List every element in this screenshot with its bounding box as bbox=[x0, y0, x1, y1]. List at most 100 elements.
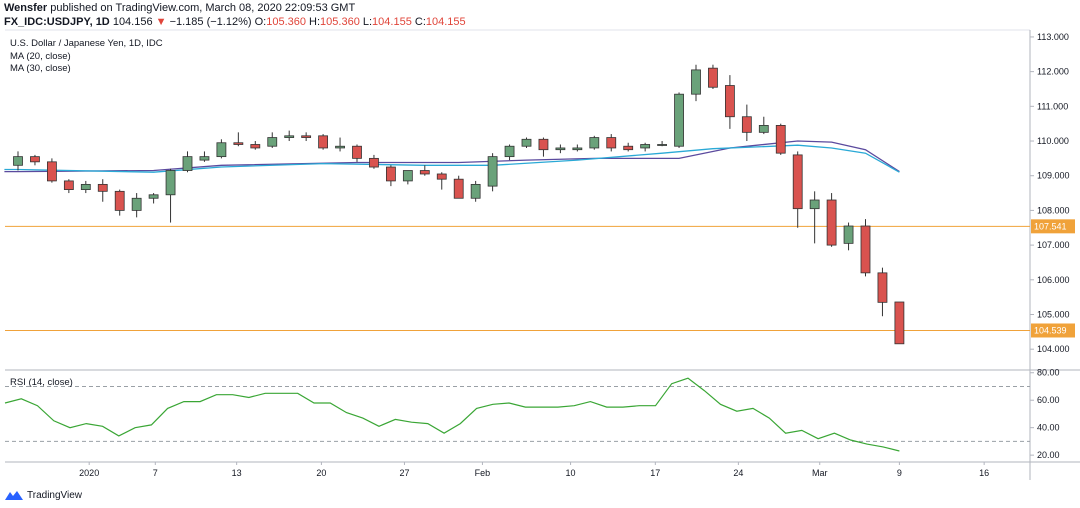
last-price: 104.156 bbox=[109, 16, 156, 28]
author-name[interactable]: Wensfer bbox=[4, 2, 48, 14]
candle-body[interactable] bbox=[708, 67, 718, 88]
time-tick-label: 24 bbox=[733, 468, 743, 478]
candle-body[interactable] bbox=[97, 183, 108, 192]
candle-body[interactable] bbox=[47, 161, 57, 182]
ohlc-line: FX_IDC:USDJPY, 1D 104.156 ▼ −1.185 (−1.1… bbox=[4, 16, 466, 28]
candle-body[interactable] bbox=[487, 156, 498, 187]
candle-body[interactable] bbox=[843, 225, 854, 244]
time-tick-label: 27 bbox=[399, 468, 409, 478]
candle-body[interactable] bbox=[877, 272, 888, 303]
candle-body[interactable] bbox=[131, 197, 142, 211]
symbol-label: FX_IDC:USDJPY, 1D bbox=[4, 16, 110, 28]
close-label: C: bbox=[411, 16, 426, 28]
ma20-legend[interactable]: MA (20, close) bbox=[10, 50, 71, 62]
rsi-tick-label: 60.00 bbox=[1037, 395, 1060, 405]
rsi-tick-label: 80.00 bbox=[1037, 368, 1060, 378]
rsi-line[interactable] bbox=[4, 377, 900, 452]
time-tick-label: 20 bbox=[316, 468, 326, 478]
candle-body[interactable] bbox=[623, 145, 634, 151]
candle-body[interactable] bbox=[165, 170, 176, 196]
candle-body[interactable] bbox=[725, 85, 735, 118]
candle-body[interactable] bbox=[352, 145, 362, 159]
candle-body[interactable] bbox=[13, 156, 23, 166]
time-tick-label: 7 bbox=[153, 468, 158, 478]
candle-body[interactable] bbox=[589, 137, 600, 149]
candle-body[interactable] bbox=[250, 144, 261, 149]
candle-body[interactable] bbox=[453, 178, 464, 199]
price-tick-label: 106.000 bbox=[1037, 275, 1070, 285]
candle-body[interactable] bbox=[385, 166, 396, 182]
chart-legend: U.S. Dollar / Japanese Yen, 1D, IDC MA (… bbox=[10, 38, 163, 76]
candle-body[interactable] bbox=[538, 138, 549, 151]
price-tick-label: 109.000 bbox=[1037, 171, 1070, 181]
candle-body[interactable] bbox=[470, 183, 481, 199]
candle-body[interactable] bbox=[267, 137, 278, 147]
candle-body[interactable] bbox=[30, 156, 40, 163]
candle-body[interactable] bbox=[657, 144, 667, 146]
candle-body[interactable] bbox=[758, 125, 769, 133]
price-tick-label: 110.000 bbox=[1037, 136, 1069, 146]
candle-body[interactable] bbox=[775, 125, 786, 154]
ma30-line[interactable] bbox=[4, 140, 900, 173]
time-tick-label: 17 bbox=[650, 468, 660, 478]
time-tick-label: Feb bbox=[475, 468, 491, 478]
candle-body[interactable] bbox=[419, 170, 430, 175]
candle-body[interactable] bbox=[826, 199, 837, 246]
candle-body[interactable] bbox=[640, 144, 651, 149]
time-tick-label: 9 bbox=[897, 468, 902, 478]
candle-body[interactable] bbox=[80, 183, 91, 190]
tradingview-brand: TradingView bbox=[27, 490, 83, 501]
time-tick-label: 16 bbox=[979, 468, 989, 478]
candle-body[interactable] bbox=[691, 69, 701, 95]
low-value: 104.155 bbox=[372, 16, 412, 28]
candle-body[interactable] bbox=[555, 147, 566, 151]
candle-body[interactable] bbox=[436, 173, 447, 180]
candle-body[interactable] bbox=[504, 145, 515, 158]
hline-price-label: 104.539 bbox=[1034, 325, 1067, 335]
candle-body[interactable] bbox=[284, 135, 295, 138]
candle-body[interactable] bbox=[335, 145, 345, 149]
candle-body[interactable] bbox=[216, 142, 227, 158]
candle-body[interactable] bbox=[318, 135, 329, 149]
candle-body[interactable] bbox=[674, 93, 684, 147]
hline-price-tag bbox=[1031, 219, 1075, 234]
publish-info: published on TradingView.com, March 08, … bbox=[47, 2, 356, 14]
price-tick-label: 112.000 bbox=[1037, 67, 1069, 77]
open-label: O: bbox=[254, 16, 267, 28]
candle-body[interactable] bbox=[894, 301, 905, 345]
candle-body[interactable] bbox=[572, 147, 583, 151]
close-value: 104.155 bbox=[425, 16, 466, 28]
price-tick-label: 113.000 bbox=[1037, 32, 1069, 42]
low-label: L: bbox=[359, 16, 373, 28]
open-value: 105.360 bbox=[266, 16, 306, 28]
candle-body[interactable] bbox=[114, 190, 125, 211]
candle-body[interactable] bbox=[182, 156, 193, 171]
candle-body[interactable] bbox=[606, 137, 617, 149]
ma20-line[interactable] bbox=[4, 144, 900, 173]
candle-body[interactable] bbox=[233, 142, 244, 145]
candle-body[interactable] bbox=[741, 116, 752, 133]
rsi-tick-label: 20.00 bbox=[1037, 450, 1060, 460]
candle-body[interactable] bbox=[369, 157, 379, 168]
down-arrow-icon: ▼ bbox=[155, 16, 167, 28]
ma30-legend[interactable]: MA (30, close) bbox=[10, 63, 71, 74]
time-tick-label: 13 bbox=[232, 468, 242, 478]
price-tick-label: 104.000 bbox=[1037, 344, 1070, 354]
candle-body[interactable] bbox=[809, 199, 820, 210]
rsi-legend[interactable]: RSI (14, close) bbox=[10, 377, 73, 388]
instrument-legend: U.S. Dollar / Japanese Yen, 1D, IDC bbox=[10, 38, 163, 49]
candle-body[interactable] bbox=[63, 180, 74, 190]
candle-body[interactable] bbox=[148, 194, 159, 199]
tradingview-logo[interactable]: TradingView bbox=[4, 490, 82, 501]
candle-body[interactable] bbox=[521, 138, 532, 147]
candle-body[interactable] bbox=[402, 170, 413, 182]
candle-body[interactable] bbox=[199, 156, 210, 161]
high-label: H: bbox=[305, 16, 321, 28]
rsi-tick-label: 40.00 bbox=[1037, 423, 1060, 433]
candle-body[interactable] bbox=[860, 225, 871, 274]
candle-body[interactable] bbox=[301, 135, 312, 138]
time-tick-label: 2020 bbox=[79, 468, 99, 478]
price-tick-label: 107.000 bbox=[1037, 240, 1070, 250]
candle-body[interactable] bbox=[792, 154, 803, 210]
